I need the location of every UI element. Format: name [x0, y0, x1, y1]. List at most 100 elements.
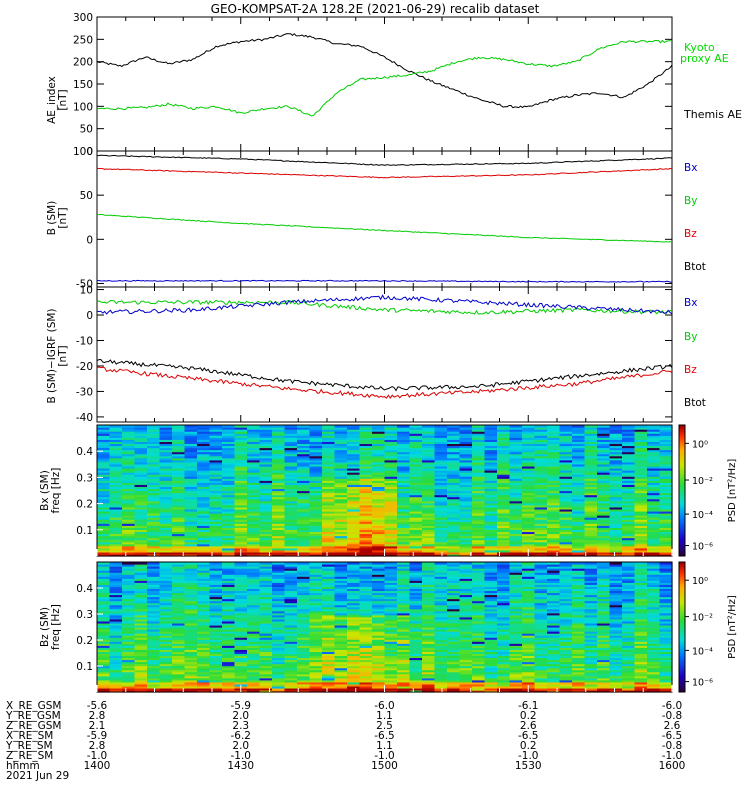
ae-panel-ytick-label: 300 — [73, 12, 93, 24]
ae-panel-series-kyoto-proxy-ae — [96, 39, 673, 117]
ephem-row-label: hhmm — [6, 760, 40, 772]
ephem-cell: -6.5 — [662, 730, 683, 742]
db-panel-series-bx — [96, 294, 673, 315]
ephem-row-label: X_RE_SM — [6, 730, 53, 742]
bz-colorbar-tick-label: 10⁻⁴ — [692, 646, 713, 657]
bz-spectrogram-ytick-label: 0.3 — [76, 609, 93, 621]
bx-spectrogram-ytick-label: 0.3 — [76, 472, 93, 484]
ephem-cell: 1400 — [84, 760, 111, 772]
bz-colorbar-tick-label: 10⁰ — [692, 576, 708, 587]
bx-spectrogram-ytick-label: 0.1 — [76, 525, 93, 537]
ephem-cell: 2.0 — [232, 710, 249, 722]
bx-colorbar-label: PSD [nT²/Hz] — [727, 459, 738, 523]
ephem-cell: 2.6 — [520, 720, 537, 732]
legend-kyoto: Kyoto — [684, 41, 715, 54]
ephem-cell: -6.5 — [374, 730, 395, 742]
ae-panel-ytick-label: 100 — [73, 101, 93, 113]
ephem-row-label: Z_RE_GSM — [6, 720, 61, 732]
bx-spectrogram-ytick-label: 0.2 — [76, 499, 93, 511]
ephem-cell: 1.1 — [376, 710, 393, 722]
db-legend-btot: Btot — [684, 397, 706, 409]
ephem-cell: 2.1 — [89, 720, 106, 732]
db-panel-ylabel: [nT] — [57, 345, 69, 366]
ephem-cell: -0.8 — [662, 740, 683, 752]
ephem-cell: 2.6 — [664, 720, 681, 732]
ephem-cell: 0.2 — [520, 710, 537, 722]
bx-colorbar-frame — [678, 424, 686, 557]
ephem-cell: -1.0 — [87, 750, 108, 762]
db-legend-bx: Bx — [684, 297, 697, 309]
ae-panel-series-themis-ae — [96, 33, 673, 109]
ephem-cell: -6.1 — [518, 700, 539, 712]
ephem-cell: -1.0 — [662, 750, 683, 762]
bz-colorbar-tick-label: 10⁻⁶ — [692, 678, 713, 689]
ephem-row-label: 2021 Jun 29 — [6, 770, 69, 782]
b-legend-bx: Bx — [684, 162, 697, 174]
bx-colorbar-tick-label: 10⁻⁶ — [692, 542, 713, 553]
ephem-cell: 1500 — [371, 760, 398, 772]
bz-colorbar-gradient — [679, 562, 685, 693]
ae-panel-ylabel: AE_index — [46, 76, 58, 124]
db-panel-ytick-label: 0 — [86, 310, 93, 322]
bz-colorbar-frame — [678, 561, 686, 693]
ephem-cell: 2.5 — [376, 720, 393, 732]
b-panel-series-btot — [96, 154, 673, 166]
db-panel-series-bz — [96, 366, 673, 399]
db-panel-ytick-label: 10 — [80, 285, 93, 297]
b-panel-ylabel: B (SM) — [46, 201, 58, 235]
ephem-cell: -6.0 — [662, 700, 683, 712]
db-panel-ylabel: B (SM)−IGRF (SM) — [46, 308, 58, 403]
bz-colorbar-tick-label: 10⁻² — [692, 613, 713, 624]
ephem-cell: 1530 — [515, 760, 542, 772]
ephem-cell: 2.3 — [232, 720, 249, 732]
ephem-cell: -5.9 — [231, 700, 252, 712]
ae-panel-ytick-label: 150 — [73, 79, 93, 91]
ephem-row-label: X_RE_GSM — [6, 700, 61, 712]
b-panel-ytick-label: -50 — [76, 278, 93, 290]
b-panel-ytick-label: 50 — [80, 190, 93, 202]
ae-panel-ytick-label: 200 — [73, 57, 93, 69]
ephem-cell: -6.0 — [374, 700, 395, 712]
ephem-cell: -5.9 — [87, 730, 108, 742]
ae-panel-ylabel: [nT] — [57, 89, 69, 110]
ae-panel-frame — [96, 16, 673, 152]
bx-spectrogram-cells — [97, 425, 673, 557]
b-panel-ytick-label: 0 — [86, 234, 93, 246]
bx-spectrogram-ytick-label: 0.4 — [76, 446, 93, 458]
bz-spectrogram-ylabel: Bz (SM) — [39, 607, 51, 647]
b-panel-series-bx — [96, 279, 672, 283]
bx-colorbar-tick-label: 10⁰ — [692, 439, 708, 450]
legend-themis-ae: Themis AE — [683, 108, 742, 121]
bz-spectrogram-ytick-label: 0.1 — [76, 661, 93, 673]
b-panel-series-bz — [96, 167, 673, 179]
bx-colorbar-gradient — [679, 425, 685, 557]
b-panel-series-by — [96, 213, 673, 243]
bz-spectrogram-cells — [97, 562, 673, 693]
db-panel-ytick-label: -20 — [76, 361, 93, 373]
ephem-cell: 0.2 — [520, 740, 537, 752]
legend-proxy-ae: proxy AE — [680, 52, 729, 65]
bx-colorbar-tick-label: 10⁻² — [692, 476, 713, 487]
ae-panel-ytick-label: 0 — [86, 146, 93, 158]
bx-spectrogram-ylabel: freq [Hz] — [50, 468, 62, 514]
bz-spectrogram-ylabel: freq [Hz] — [50, 604, 62, 650]
ephem-row-label: Y_RE_SM — [5, 740, 53, 752]
bz-colorbar-label: PSD [nT²/Hz] — [727, 595, 738, 659]
ephem-cell: -0.8 — [662, 710, 683, 722]
bz-spectrogram-ytick-label: 0.2 — [76, 635, 93, 647]
bx-colorbar-tick-label: 10⁻⁴ — [692, 510, 713, 521]
db-panel-ytick-label: -40 — [76, 412, 93, 424]
db-panel-ytick-label: -10 — [76, 335, 93, 347]
ephem-row-label: Y_RE_GSM — [5, 710, 61, 722]
chart-title: GEO-KOMPSAT-2A 128.2E (2021-06-29) recal… — [211, 2, 540, 16]
ephem-cell: -5.6 — [87, 700, 108, 712]
ephem-cell: -1.0 — [374, 750, 395, 762]
b-panel-ytick-label: 100 — [73, 146, 93, 158]
b-legend-by: By — [684, 195, 697, 207]
db-panel-series-btot — [96, 358, 673, 392]
ephem-row-label: Z_RE_SM — [6, 750, 53, 762]
db-legend-by: By — [684, 331, 697, 343]
ephem-cell: -1.0 — [518, 750, 539, 762]
db-panel-ytick-label: -30 — [76, 386, 93, 398]
ephem-cell: -6.2 — [231, 730, 252, 742]
